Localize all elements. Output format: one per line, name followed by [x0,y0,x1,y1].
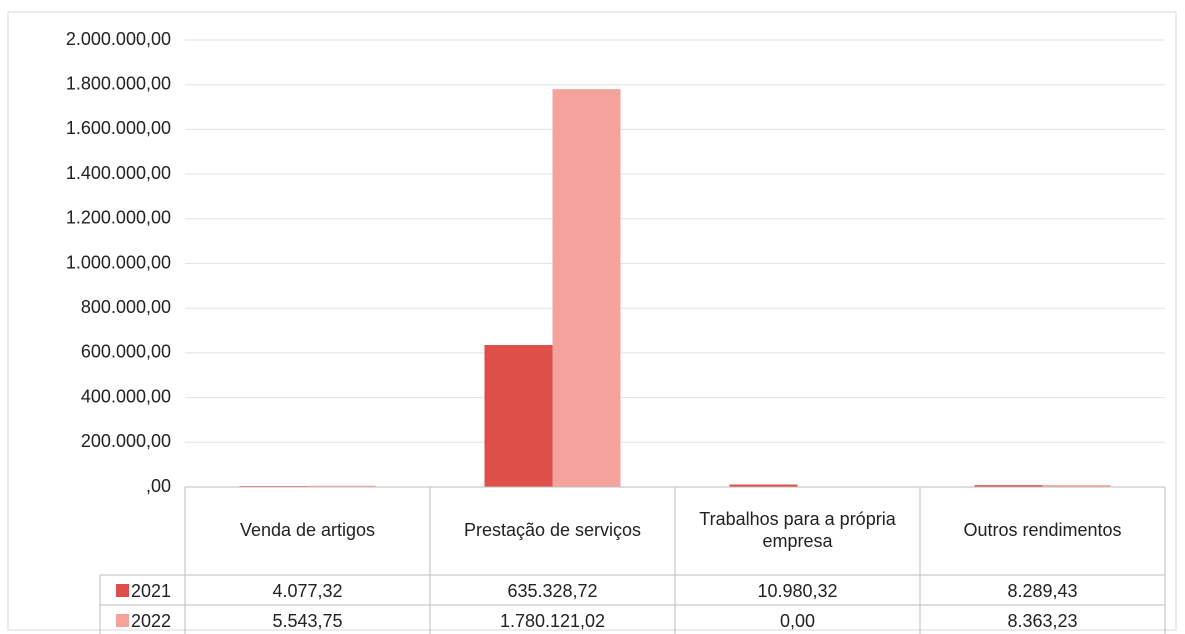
legend-key [116,584,129,597]
category-cell: Outros rendimentos [963,520,1122,541]
bar [974,485,1043,487]
bar [484,345,553,487]
y-tick-label: 1.400.000,00 [66,163,171,183]
bar [552,89,621,488]
data-label: 10.980,32 [757,581,837,601]
legend-key [116,614,129,627]
y-tick-label: 1.600.000,00 [66,118,171,138]
y-tick-label: 1.800.000,00 [66,73,171,93]
y-tick-label: 1.000.000,00 [66,252,171,272]
y-tick-label: 600.000,00 [81,342,171,362]
x-tick-label: Outros rendimentos [963,520,1122,541]
category-cell: Prestação de serviços [463,520,642,541]
data-label: 5.543,75 [272,611,342,631]
data-label: 8.289,43 [1007,581,1077,601]
y-tick-label: 2.000.000,00 [66,29,171,49]
x-tick-label: Prestação de serviços [463,520,642,541]
bar [729,484,798,487]
legend-label: 2022 [131,611,171,631]
legend-label: 2021 [131,581,171,601]
x-tick-label: Venda de artigos [239,520,376,541]
category-cell: Trabalhos para a própria empresa [699,509,896,551]
x-tick-label: Trabalhos para a própria empresa [699,509,896,551]
y-tick-label: 800.000,00 [81,297,171,317]
category-cell: Venda de artigos [239,520,376,541]
data-label: 635.328,72 [507,581,597,601]
data-label: 4.077,32 [272,581,342,601]
y-tick-label: ,00 [146,476,171,496]
y-tick-label: 400.000,00 [81,386,171,406]
y-tick-label: 1.200.000,00 [66,208,171,228]
bar [307,485,376,487]
data-label: 1.780.121,02 [500,611,605,631]
data-label: 0,00 [780,611,815,631]
y-tick-label: 200.000,00 [81,431,171,451]
data-label: 8.363,23 [1007,611,1077,631]
bar [1042,485,1111,487]
chart-border [7,11,1177,631]
